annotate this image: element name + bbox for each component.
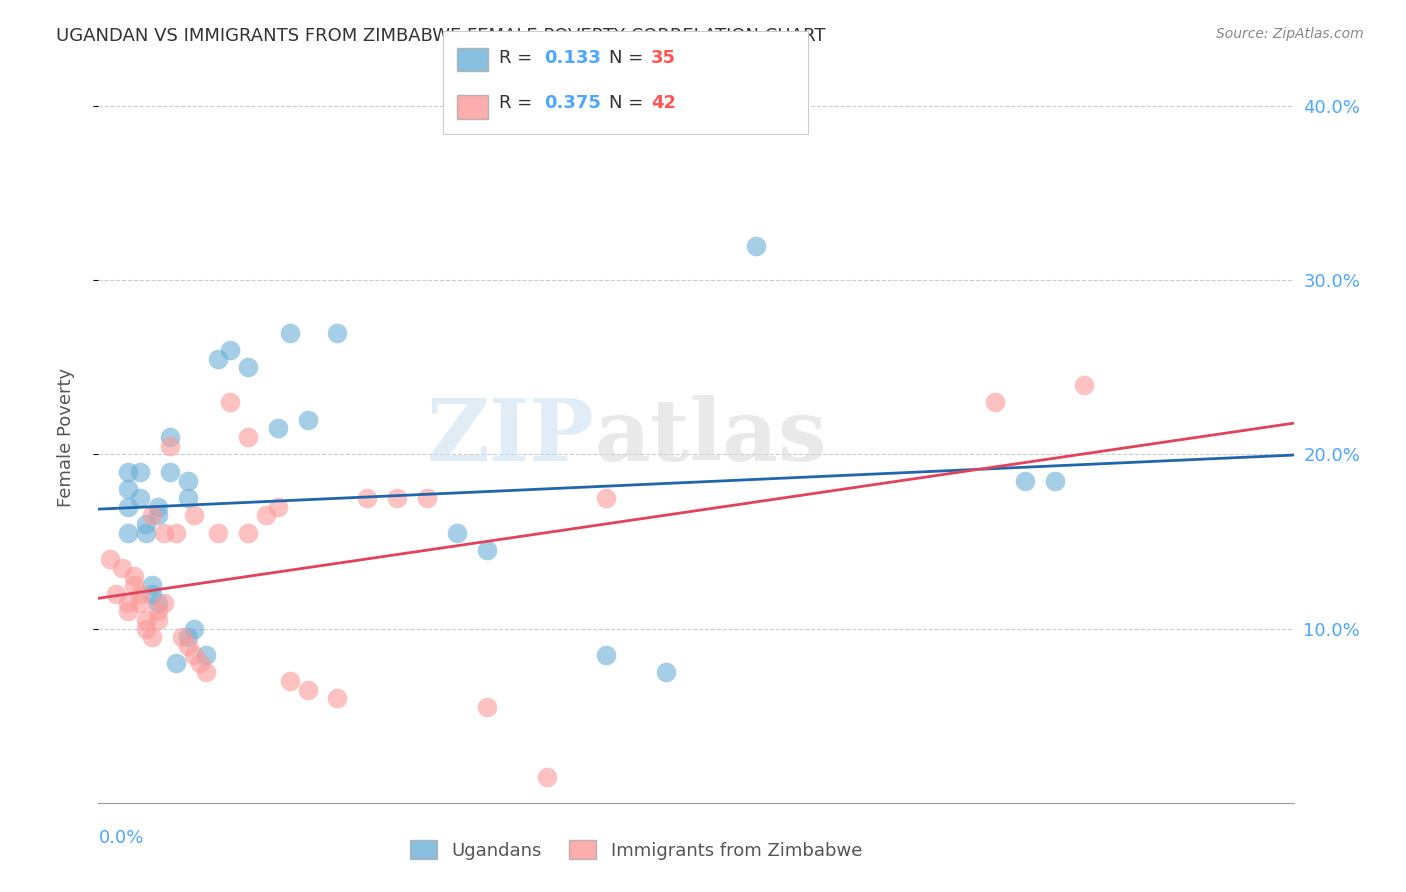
- Point: [195, 648, 218, 662]
- Point: [129, 595, 152, 609]
- Point: [183, 622, 205, 636]
- Point: [117, 525, 139, 540]
- Text: 0.0%: 0.0%: [98, 829, 143, 847]
- Point: [129, 587, 152, 601]
- Point: [117, 465, 139, 479]
- Text: atlas: atlas: [595, 395, 827, 479]
- Point: [117, 595, 139, 609]
- Point: [1014, 474, 1036, 488]
- Point: [117, 500, 139, 514]
- Point: [117, 483, 139, 497]
- Point: [141, 631, 163, 645]
- Point: [159, 439, 181, 453]
- Point: [207, 351, 229, 366]
- Point: [100, 552, 122, 566]
- Point: [135, 613, 157, 627]
- Point: [159, 430, 181, 444]
- Point: [1073, 377, 1095, 392]
- Point: [195, 665, 218, 680]
- Point: [278, 326, 301, 340]
- Text: N =: N =: [609, 49, 648, 67]
- Point: [188, 657, 211, 671]
- Text: R =: R =: [499, 94, 538, 112]
- Point: [135, 525, 157, 540]
- Point: [148, 613, 170, 627]
- Point: [183, 508, 205, 523]
- Point: [153, 595, 176, 609]
- Point: [236, 525, 259, 540]
- Text: 0.375: 0.375: [544, 94, 600, 112]
- Point: [219, 343, 242, 357]
- Point: [326, 691, 349, 706]
- Point: [177, 474, 200, 488]
- Point: [984, 395, 1007, 409]
- Point: [135, 622, 157, 636]
- Text: 0.133: 0.133: [544, 49, 600, 67]
- Point: [207, 525, 229, 540]
- Point: [148, 595, 170, 609]
- Text: Source: ZipAtlas.com: Source: ZipAtlas.com: [1216, 27, 1364, 41]
- Point: [177, 631, 200, 645]
- Point: [148, 508, 170, 523]
- Point: [475, 543, 498, 558]
- Point: [135, 517, 157, 532]
- Point: [278, 673, 301, 688]
- Point: [536, 770, 558, 784]
- Point: [124, 569, 146, 583]
- Point: [141, 587, 163, 601]
- Text: UGANDAN VS IMMIGRANTS FROM ZIMBABWE FEMALE POVERTY CORRELATION CHART: UGANDAN VS IMMIGRANTS FROM ZIMBABWE FEMA…: [56, 27, 825, 45]
- Point: [141, 508, 163, 523]
- Point: [745, 238, 768, 252]
- Point: [655, 665, 678, 680]
- Point: [141, 578, 163, 592]
- Point: [297, 682, 319, 697]
- Point: [356, 491, 378, 505]
- Point: [385, 491, 409, 505]
- Point: [129, 465, 152, 479]
- Text: ZIP: ZIP: [426, 395, 595, 479]
- Point: [236, 360, 259, 375]
- Point: [159, 465, 181, 479]
- Point: [416, 491, 439, 505]
- Point: [236, 430, 259, 444]
- Point: [148, 500, 170, 514]
- Point: [165, 525, 187, 540]
- Point: [124, 578, 146, 592]
- Point: [267, 421, 290, 435]
- Point: [1043, 474, 1066, 488]
- Text: N =: N =: [609, 94, 648, 112]
- Point: [595, 491, 617, 505]
- Text: 35: 35: [651, 49, 676, 67]
- Point: [297, 412, 319, 426]
- Point: [117, 604, 139, 618]
- Point: [177, 639, 200, 653]
- Point: [111, 560, 134, 574]
- Point: [326, 326, 349, 340]
- Point: [183, 648, 205, 662]
- Text: R =: R =: [499, 49, 538, 67]
- Point: [153, 525, 176, 540]
- Y-axis label: Female Poverty: Female Poverty: [56, 368, 75, 507]
- Point: [254, 508, 277, 523]
- Point: [177, 491, 200, 505]
- Point: [595, 648, 617, 662]
- Text: 42: 42: [651, 94, 676, 112]
- Point: [219, 395, 242, 409]
- Legend: Ugandans, Immigrants from Zimbabwe: Ugandans, Immigrants from Zimbabwe: [404, 833, 869, 867]
- Point: [165, 657, 187, 671]
- Point: [105, 587, 128, 601]
- Point: [129, 491, 152, 505]
- Point: [267, 500, 290, 514]
- Point: [475, 700, 498, 714]
- Point: [148, 604, 170, 618]
- Point: [446, 525, 468, 540]
- Point: [172, 631, 194, 645]
